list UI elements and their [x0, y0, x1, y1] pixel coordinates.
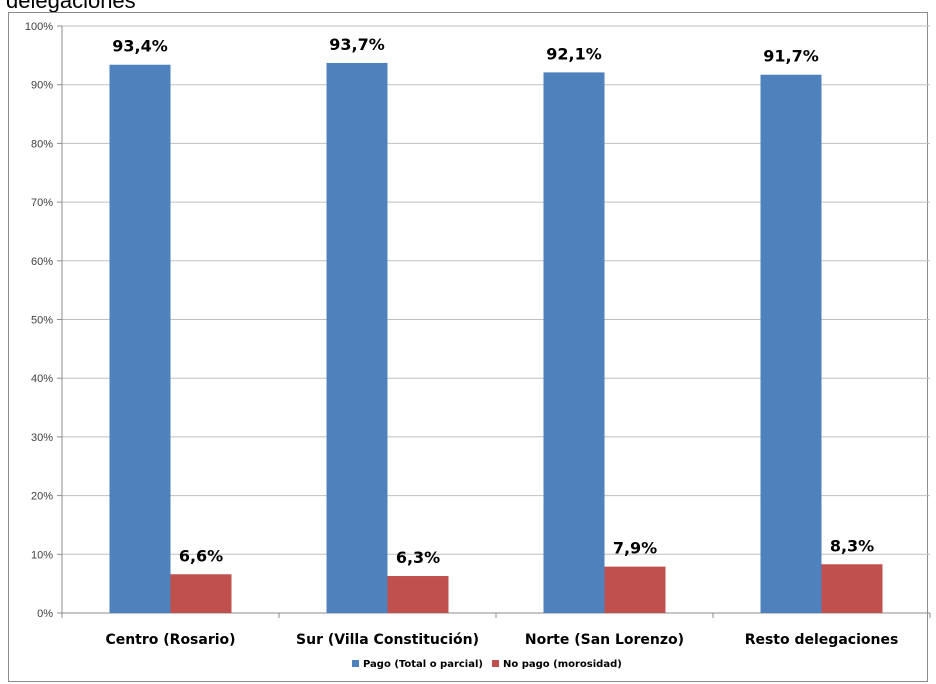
y-tick-label: 20%: [31, 491, 53, 503]
legend-swatch: [492, 660, 499, 667]
bar: [109, 64, 171, 613]
y-tick-label: 50%: [31, 315, 53, 327]
y-tick-label: 10%: [31, 549, 53, 561]
legend-label: Pago (Total o parcial): [363, 659, 483, 670]
data-label: 92,1%: [546, 44, 602, 63]
bar: [760, 74, 822, 613]
y-tick-label: 40%: [31, 373, 53, 385]
x-category-label: Centro (Rosario): [105, 632, 235, 648]
bar: [604, 566, 666, 613]
x-category-label: Sur (Villa Constitución): [296, 632, 479, 648]
x-category-label: Resto delegaciones: [745, 632, 899, 648]
bar: [170, 574, 232, 613]
y-tick-label: 80%: [31, 138, 53, 150]
bar: [387, 576, 449, 613]
y-tick-label: 100%: [25, 21, 53, 33]
y-tick-label: 90%: [31, 80, 53, 92]
bar: [543, 72, 605, 614]
legend-label: No pago (morosidad): [503, 659, 622, 670]
y-tick-label: 30%: [31, 432, 53, 444]
chart-heading: delegaciones: [6, 0, 136, 13]
y-tick-label: 0%: [37, 608, 53, 620]
x-category-label: Norte (San Lorenzo): [525, 632, 684, 648]
data-label: 6,6%: [179, 546, 223, 565]
y-tick-label: 70%: [31, 197, 53, 209]
y-tick-label: 60%: [31, 256, 53, 268]
legend-swatch: [352, 660, 359, 667]
data-label: 93,4%: [112, 37, 168, 56]
data-label: 7,9%: [613, 539, 657, 558]
data-label: 8,3%: [830, 536, 874, 555]
data-label: 93,7%: [329, 35, 385, 54]
data-label: 6,3%: [396, 548, 440, 567]
bar: [326, 62, 388, 613]
bar: [821, 564, 883, 613]
data-label: 91,7%: [763, 47, 819, 66]
